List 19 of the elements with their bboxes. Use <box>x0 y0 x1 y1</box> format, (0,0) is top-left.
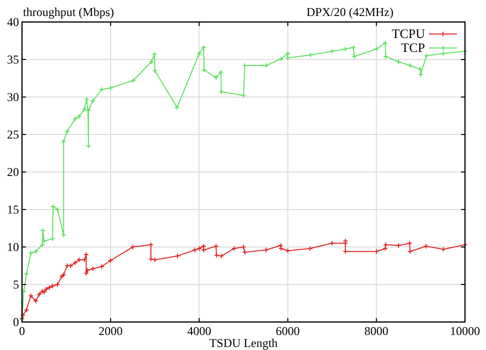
legend-label: TCPU <box>392 26 426 41</box>
x-axis-title: TSDU Length <box>209 336 278 350</box>
y-axis-title: throughput (Mbps) <box>23 5 114 19</box>
x-tick-label: 10000 <box>450 324 480 338</box>
y-tick-label: 0 <box>13 315 19 329</box>
x-tick-label: 6000 <box>276 324 300 338</box>
y-tick-label: 40 <box>7 15 19 29</box>
y-tick-label: 30 <box>7 90 19 104</box>
y-tick-label: 20 <box>7 165 19 179</box>
y-tick-label: 5 <box>13 278 19 292</box>
chart-title: DPX/20 (42MHz) <box>306 5 394 19</box>
x-tick-label: 4000 <box>187 324 212 338</box>
x-tick-label: 2000 <box>98 324 123 338</box>
y-tick-label: 35 <box>7 52 19 66</box>
legend-label: TCP <box>401 40 425 55</box>
y-tick-label: 10 <box>7 240 19 254</box>
y-tick-label: 25 <box>7 128 19 142</box>
x-tick-label: 8000 <box>364 324 388 338</box>
y-tick-label: 15 <box>7 202 19 216</box>
